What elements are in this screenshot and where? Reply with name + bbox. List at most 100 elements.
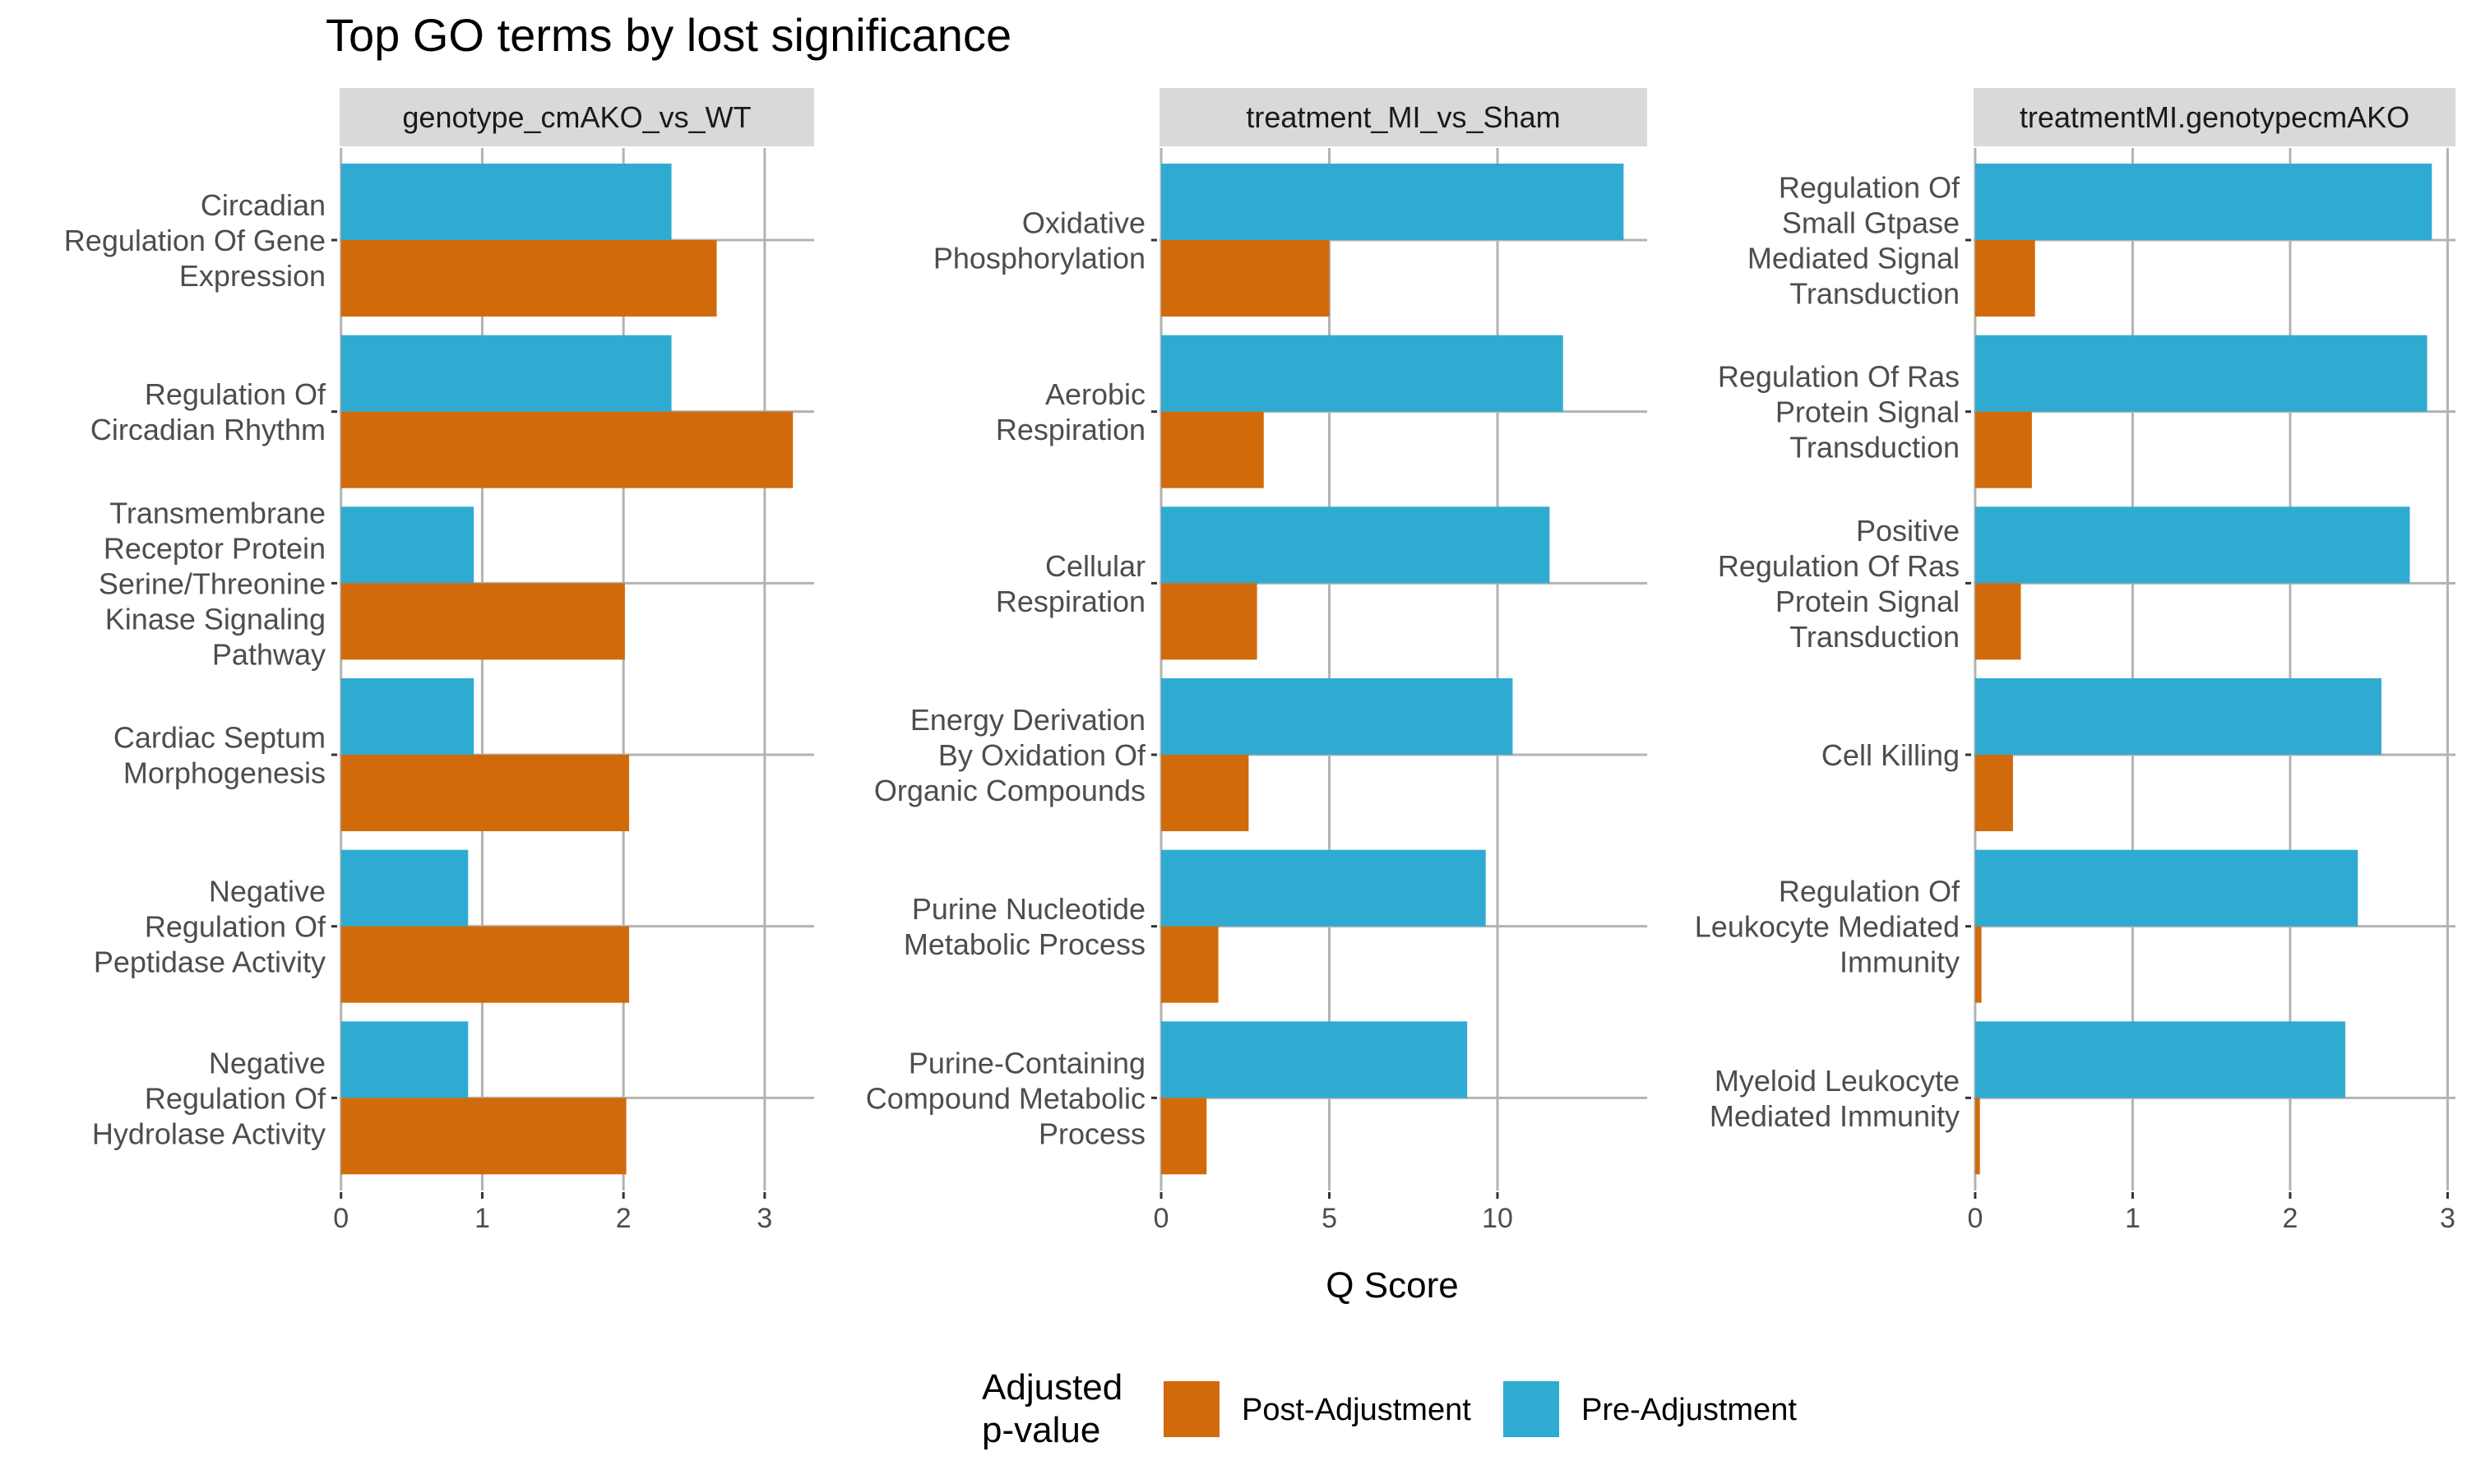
category-label-line: Purine Nucleotide [912,892,1146,926]
bar-pre-adjustment [1974,164,2432,240]
category-label-line: Hydrolase Activity [92,1116,326,1150]
category-label-line: Myeloid Leukocyte [1715,1064,1960,1098]
category-label-line: Serine/Threonine [99,566,326,600]
bar-post-adjustment [1161,926,1219,1003]
bar-pre-adjustment [340,164,672,240]
x-tick-label: 1 [2125,1203,2141,1234]
category-label-line: Organic Compounds [874,774,1146,807]
x-axis-label: Q Score [1326,1265,1458,1306]
category-label-line: Purine-Containing [909,1046,1146,1079]
bar-post-adjustment [1974,926,1982,1003]
bar-pre-adjustment [340,849,469,927]
category-label: Purine Nucleotide Metabolic Process [904,892,1146,961]
panel-strip-label: treatmentMI.genotypecmAKO [2020,100,2409,134]
legend-key [1503,1381,1559,1437]
category-label-line: Regulation Of [145,910,326,944]
category-label-line: Phosphorylation [933,242,1146,275]
category-label: Negative Regulation Of Hydrolase Activity [92,1046,326,1150]
category-label-line: Protein Signal [1775,585,1960,618]
x-tick-label: 0 [1154,1203,1169,1234]
bar-post-adjustment [1974,240,2035,317]
bar-post-adjustment [1974,583,2021,660]
bar-post-adjustment [1161,1098,1207,1175]
bar-post-adjustment [340,583,625,660]
category-label: Aerobic Respiration [996,377,1146,446]
category-label-line: Cellular [1045,549,1146,583]
x-tick-label: 10 [1482,1203,1513,1234]
category-label-line: Aerobic [1045,377,1146,411]
category-label-line: Kinase Signaling [105,602,326,636]
category-label: Energy Derivation By Oxidation Of Organic … [874,703,1146,807]
category-label: Negative Regulation Of Peptidase Activity [94,875,326,979]
category-label-line: Metabolic Process [904,927,1146,961]
legend-key [1164,1381,1220,1437]
category-label-line: Expression [179,259,326,293]
bar-pre-adjustment [1161,164,1624,240]
bar-pre-adjustment [1161,849,1486,927]
category-label-line: Immunity [1840,945,1960,979]
bar-pre-adjustment [1161,1021,1468,1098]
category-label: Purine-Containing Compound Metabolic Proce… [866,1046,1146,1150]
legend-label: Post-Adjustment [1242,1393,1471,1427]
bar-post-adjustment [340,1098,627,1175]
category-label: Regulation Of Leukocyte Mediated Immunity [1695,875,1960,979]
panel-strip-label: treatment_MI_vs_Sham [1246,100,1560,134]
panel-strip [340,88,814,146]
bar-post-adjustment [1974,411,2032,488]
x-tick-label: 3 [2440,1203,2455,1234]
bar-post-adjustment [340,755,630,832]
category-label-line: Positive [1856,514,1960,548]
bar-pre-adjustment [1974,506,2410,584]
bar-pre-adjustment [1161,335,1563,412]
bar-pre-adjustment [1974,1021,2345,1098]
category-label-line: Mediated Immunity [1710,1099,1960,1133]
bar-post-adjustment [1974,1098,1980,1175]
category-label-line: Leukocyte Mediated [1695,910,1960,944]
x-tick-label: 2 [2282,1203,2298,1234]
category-label: Cardiac Septum Morphogenesis [113,721,326,790]
category-label: Regulation Of Small Gtpase Mediated Signal… [1747,171,1960,311]
category-label-line: Transduction [1789,620,1960,654]
category-label: Transmembrane Receptor Protein Serine/Thre… [99,496,326,671]
panel-strip [1159,88,1647,146]
bar-pre-adjustment [340,506,474,584]
category-label-line: Protein Signal [1775,395,1960,429]
category-label-line: Circadian Rhythm [90,413,326,446]
bar-post-adjustment [340,926,630,1003]
bar-pre-adjustment [340,1021,469,1098]
x-tick-label: 5 [1321,1203,1337,1234]
legend-title-line: Adjusted [982,1367,1122,1408]
category-label-line: Small Gtpase [1782,206,1960,240]
category-label: Cell Killing [1821,738,1960,772]
category-label-line: Peptidase Activity [94,945,326,979]
category-label-line: Cardiac Septum [113,721,326,755]
bar-pre-adjustment [1974,678,2381,756]
panel-strip-label: genotype_cmAKO_vs_WT [402,100,751,134]
category-label-line: Compound Metabolic [866,1081,1146,1115]
category-label: Positive Regulation Of Ras Protein Signal T… [1718,514,1960,654]
category-label-line: Regulation Of [1779,171,1960,205]
x-tick-label: 0 [333,1203,349,1234]
bar-pre-adjustment [1161,678,1513,756]
category-label-line: Regulation Of [145,377,326,411]
category-label-line: Regulation Of [1779,875,1960,908]
category-label-line: Transmembrane [109,496,326,529]
bar-pre-adjustment [1974,335,2428,412]
category-label-line: By Oxidation Of [938,738,1146,772]
bar-post-adjustment [1161,755,1249,832]
legend-items: Post-Adjustment Pre-Adjustment [1164,1381,1797,1437]
bar-pre-adjustment [340,335,672,412]
bar-post-adjustment [1161,583,1257,660]
category-label-line: Energy Derivation [910,703,1146,737]
category-label: Regulation Of Circadian Rhythm [90,377,326,446]
legend-label: Pre-Adjustment [1581,1393,1797,1427]
category-label-line: Cell Killing [1821,738,1960,772]
category-label: Circadian Regulation Of Gene Expression [64,188,326,293]
x-tick-label: 0 [1967,1203,1983,1234]
category-label-line: Circadian [201,188,326,222]
category-label-line: Respiration [996,413,1146,446]
category-label-line: Morphogenesis [123,756,326,790]
category-label: Oxidative Phosphorylation [933,206,1146,275]
